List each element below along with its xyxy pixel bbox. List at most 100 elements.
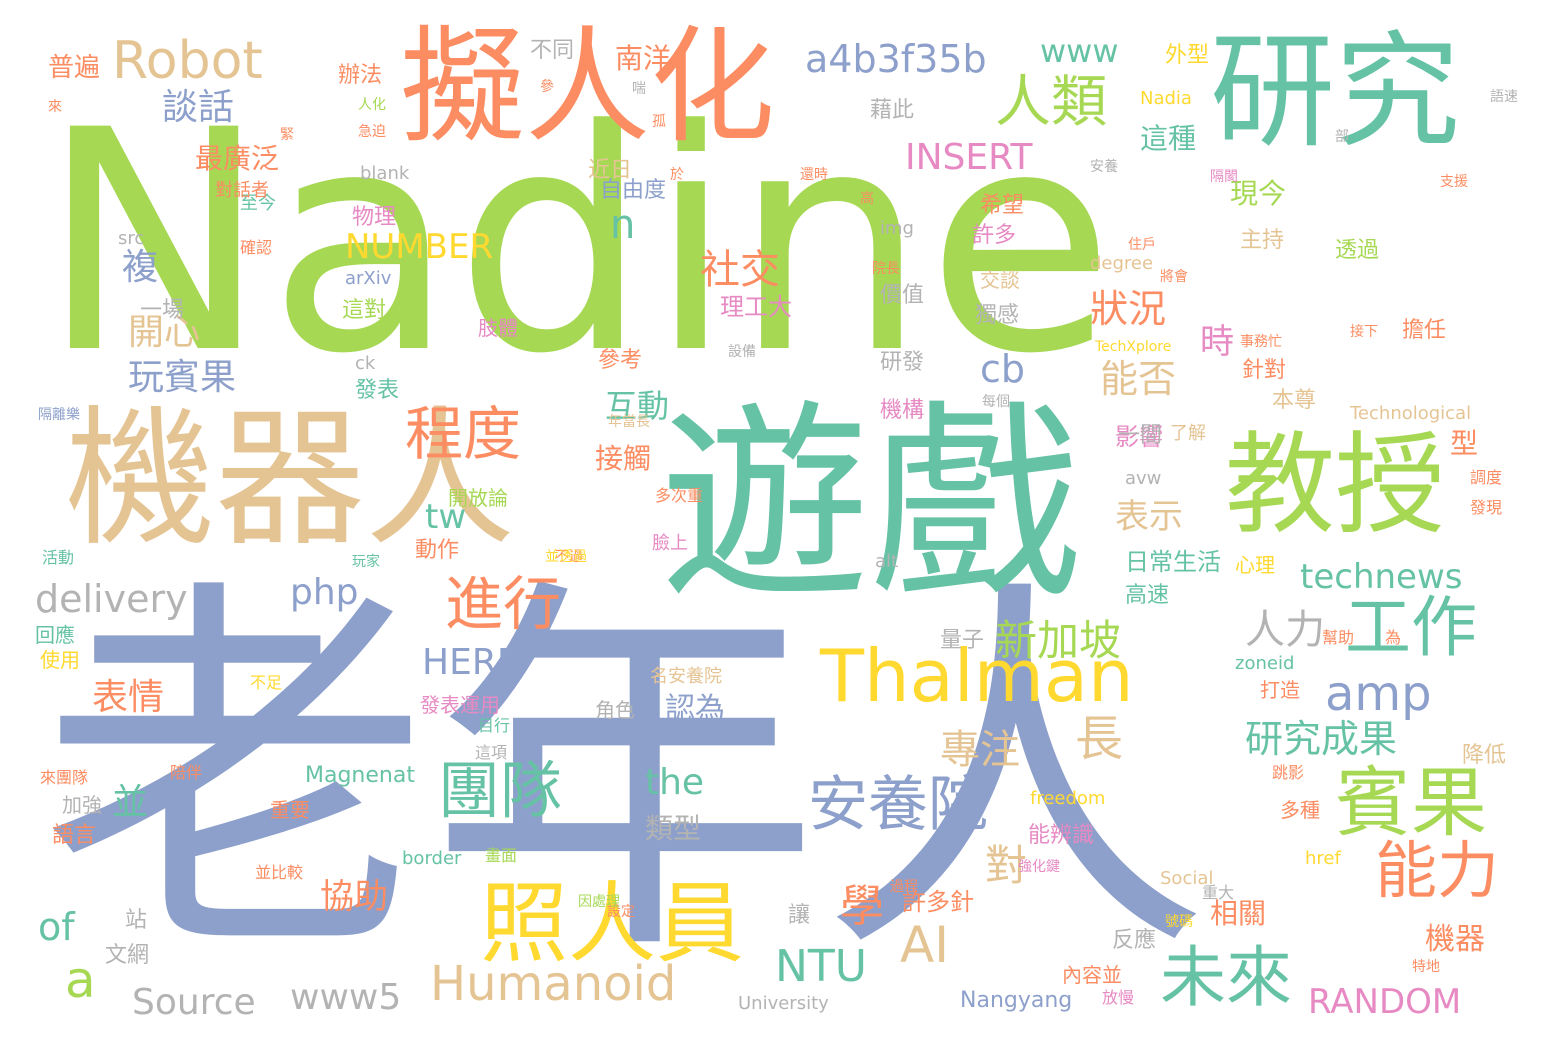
cloud-word: target (225, 908, 286, 932)
cloud-word: blank (360, 163, 410, 184)
cloud-word: 開心 (128, 312, 201, 353)
cloud-word: Thalman (820, 634, 1134, 718)
cloud-word: 發表運用 (420, 693, 500, 717)
cloud-word: ck (355, 353, 376, 374)
cloud-word: 這種 (1140, 122, 1197, 155)
cloud-word: 獨感 (975, 303, 1020, 328)
cloud-word: Nangyang (960, 988, 1073, 1013)
cloud-word: 為 (1385, 628, 1402, 647)
cloud-word: 對 (985, 841, 1028, 890)
cloud-word: 高 (860, 191, 874, 207)
cloud-word: 動作 (415, 538, 460, 563)
cloud-word: 新加坡 (995, 616, 1122, 665)
cloud-word: 參 (540, 79, 554, 95)
cloud-word: 幫助 (1322, 628, 1355, 647)
cloud-word: 多種 (1280, 798, 1320, 822)
cloud-word: 過程 (890, 879, 918, 895)
cloud-word: 高速 (1125, 583, 1170, 608)
cloud-word: tw (425, 497, 467, 537)
cloud-word: 希望 (980, 193, 1025, 218)
cloud-word: 未來 (1160, 939, 1292, 1016)
cloud-word: 部 (1335, 129, 1349, 145)
cloud-word: amp (1325, 666, 1432, 722)
cloud-word: 每個 (982, 394, 1010, 410)
cloud-word: 認為 (665, 692, 725, 727)
cloud-word: the (645, 762, 705, 803)
cloud-word: 重大 (1202, 883, 1235, 902)
cloud-word: 物理 (352, 205, 397, 230)
cloud-word: 反應 (1112, 928, 1157, 953)
cloud-word: 還時 (800, 167, 828, 183)
cloud-word: Nadia (1140, 88, 1192, 109)
cloud-word: 人類 (995, 70, 1107, 135)
cloud-word: freedom (1030, 788, 1106, 809)
cloud-word: 名安養院 (650, 666, 722, 687)
cloud-word: 針對 (1242, 358, 1287, 383)
cloud-word: 能力 (1375, 834, 1500, 907)
cloud-word: n (610, 202, 636, 248)
cloud-word: 並透過 (545, 549, 587, 565)
cloud-word: University (738, 993, 829, 1014)
cloud-word: cb (980, 347, 1026, 391)
cloud-word: 並比較 (255, 863, 304, 882)
cloud-word: 安養 (1090, 159, 1118, 175)
cloud-word: 協助 (320, 877, 388, 917)
cloud-word: 機器人 (65, 393, 516, 567)
cloud-word: NUMBER (345, 227, 494, 267)
cloud-word: 使用 (40, 648, 80, 672)
cloud-word: 影響 (1115, 423, 1163, 451)
cloud-word: Technological (1350, 403, 1472, 424)
cloud-word: 加強 (62, 793, 102, 817)
cloud-word: 主持 (1240, 228, 1285, 253)
cloud-word: 畫面 (485, 846, 518, 865)
cloud-word: 外型 (1165, 43, 1210, 68)
cloud-word: 設備 (728, 344, 756, 360)
cloud-word: 肢體 (478, 316, 518, 340)
cloud-word: 發表 (355, 378, 400, 403)
cloud-word: 對話者 (215, 180, 269, 201)
cloud-word: zoneid (1235, 653, 1295, 674)
cloud-word: 現今 (1230, 177, 1287, 210)
cloud-word: 調度 (1470, 468, 1503, 487)
cloud-word: 多次重 (655, 486, 704, 505)
cloud-word: 喘 (632, 81, 646, 97)
cloud-word: href (1305, 848, 1341, 869)
cloud-word: 社交 (700, 247, 780, 293)
cloud-word: 打造 (1260, 678, 1300, 702)
cloud-word: 接下 (1350, 324, 1378, 340)
cloud-word: 談話 (162, 87, 235, 128)
cloud-word: 專注 (940, 727, 1020, 773)
cloud-word: a (65, 951, 96, 1009)
cloud-word: 了解 (1170, 423, 1206, 444)
cloud-word: 緊 (280, 127, 294, 143)
cloud-word: 日常生活 (1125, 548, 1221, 576)
cloud-word: 孤 (652, 114, 666, 130)
cloud-word: 許多針 (902, 888, 974, 916)
cloud-word: Source (132, 982, 256, 1023)
cloud-word: arXiv (345, 268, 392, 289)
cloud-word: 普遍 (48, 53, 101, 83)
cloud-word: 回應 (35, 623, 75, 647)
cloud-word: www5 (290, 977, 402, 1018)
cloud-word: 價值 (880, 283, 925, 308)
cloud-word: 類型 (645, 812, 702, 845)
cloud-word: 因處理 (578, 894, 620, 910)
cloud-word: 語速 (1490, 89, 1518, 105)
cloud-word: 機器 (1425, 922, 1485, 957)
cloud-word: a4b3f35b (805, 37, 987, 81)
cloud-word: 型 (1450, 427, 1479, 460)
cloud-word: 辦法 (338, 63, 383, 88)
cloud-word: technews (1300, 557, 1463, 597)
cloud-word: 進行 (445, 570, 562, 638)
cloud-word: 特地 (1412, 959, 1440, 975)
cloud-word: 至今 (240, 193, 276, 214)
cloud-word: 內容並 (1062, 963, 1122, 987)
cloud-word: 狀況 (1090, 287, 1167, 331)
cloud-word: 隔離樂 (38, 407, 80, 423)
cloud-word: 支援 (1440, 174, 1468, 190)
cloud-word: Nadine (40, 65, 1115, 420)
cloud-word: 確認 (240, 238, 273, 257)
cloud-word: 複 (122, 247, 159, 288)
cloud-word: 院長 (872, 261, 900, 277)
